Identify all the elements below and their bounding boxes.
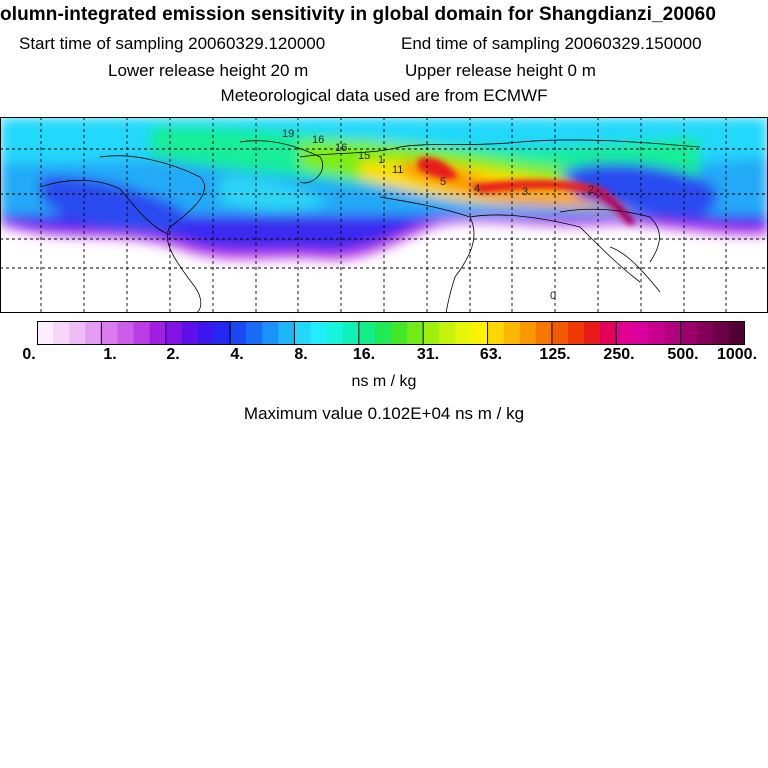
colorbar-frame <box>37 321 745 345</box>
colorbar <box>37 321 745 345</box>
colorbar-cell <box>407 321 424 345</box>
contour-label: 4 <box>474 183 480 195</box>
colorbar-tick-label: 8. <box>294 346 308 363</box>
colorbar-cell <box>632 321 650 345</box>
colorbar-cell <box>664 321 682 345</box>
colorbar-cell <box>37 321 54 345</box>
contour-label: 1 <box>378 154 384 166</box>
start-time-label: Start time of sampling 20060329.120000 <box>19 34 326 53</box>
plot-title: olumn-integrated emission sensitivity in… <box>0 4 717 25</box>
contour-label: 11 <box>392 164 403 176</box>
colorbar-cell <box>374 321 392 345</box>
colorbar-tick-label: 125. <box>539 346 571 363</box>
colorbar-cell <box>680 321 698 345</box>
colorbar-tick-label: 250. <box>603 346 635 363</box>
colorbar-cell <box>568 321 585 345</box>
colorbar-cell <box>712 321 730 345</box>
colorbar-cell <box>278 321 296 345</box>
colorbar-cell <box>326 321 344 345</box>
contour-label: 16 <box>312 134 324 146</box>
colorbar-cell <box>439 321 456 345</box>
colorbar-tick-label: 2. <box>166 346 180 363</box>
colorbar-cell <box>535 321 553 345</box>
colorbar-tick-label: 4. <box>230 346 244 363</box>
contour-label: 19 <box>282 128 294 140</box>
colorbar-cell <box>85 321 102 345</box>
grid-lines <box>0 117 768 313</box>
contour-label: 3 <box>522 186 528 198</box>
upper-release-label: Upper release height 0 m <box>405 61 596 80</box>
plume-core <box>418 157 636 225</box>
contour-label: 16 <box>335 142 347 154</box>
colorbar-cell <box>519 321 537 345</box>
colorbar-cell <box>165 321 183 345</box>
colorbar-cell <box>600 321 617 345</box>
contour-label: 5 <box>440 176 446 188</box>
colorbar-tick-label: 1. <box>103 346 117 363</box>
colorbar-cell <box>181 321 199 345</box>
colorbar-tick-label: 16. <box>352 346 376 363</box>
colorbar-cell <box>230 321 247 345</box>
colorbar-cell <box>487 321 505 345</box>
colorbar-cell <box>214 321 231 345</box>
colorbar-cell <box>69 321 86 345</box>
colorbar-cell <box>696 321 714 345</box>
maximum-value-label: Maximum value 0.102E+04 ns m / kg <box>243 404 525 423</box>
colorbar-cell <box>471 321 489 345</box>
colorbar-cell <box>262 321 279 345</box>
end-time-label: End time of sampling 20060329.150000 <box>401 34 702 53</box>
colorbar-tick-label: 0. <box>22 346 36 363</box>
colorbar-tick-label: 31. <box>416 346 440 363</box>
colorbar-cell <box>584 321 601 345</box>
colorbar-cell <box>423 321 440 345</box>
colorbar-cell <box>246 321 263 345</box>
colorbar-cell <box>648 321 666 345</box>
colorbar-cell <box>133 321 151 345</box>
colorbar-cell <box>342 321 360 345</box>
colorbar-cell <box>358 321 376 345</box>
emission-sensitivity-map: 19 16 16 15 1 11 5 4 3 2 0 <box>0 117 768 313</box>
contour-label: 15 <box>358 150 370 162</box>
colorbar-tick-label: 500. <box>667 346 699 363</box>
colorbar-cell <box>728 321 745 345</box>
met-data-label: Meteorological data used are from ECMWF <box>220 86 548 105</box>
lower-release-label: Lower release height 20 m <box>108 61 309 80</box>
colorbar-cell <box>391 321 408 345</box>
contour-labels: 19 16 16 15 1 11 5 4 3 2 0 <box>282 128 594 302</box>
colorbar-cell <box>117 321 135 345</box>
colorbar-units-label: ns m / kg <box>351 373 417 390</box>
colorbar-cell <box>310 321 328 345</box>
colorbar-cell <box>101 321 119 345</box>
colorbar-cell <box>551 321 569 345</box>
contour-label: 0 <box>550 290 556 302</box>
coastlines <box>39 139 701 313</box>
colorbar-cell <box>53 321 70 345</box>
colorbar-cell <box>503 321 521 345</box>
colorbar-cell <box>294 321 312 345</box>
colorbar-cell <box>149 321 167 345</box>
colorbar-tick-label: 63. <box>479 346 503 363</box>
colorbar-cell <box>616 321 633 345</box>
contour-label: 2 <box>588 184 594 196</box>
colorbar-tick-label: 1000. <box>716 346 758 363</box>
colorbar-cell <box>197 321 215 345</box>
colorbar-cell <box>455 321 473 345</box>
